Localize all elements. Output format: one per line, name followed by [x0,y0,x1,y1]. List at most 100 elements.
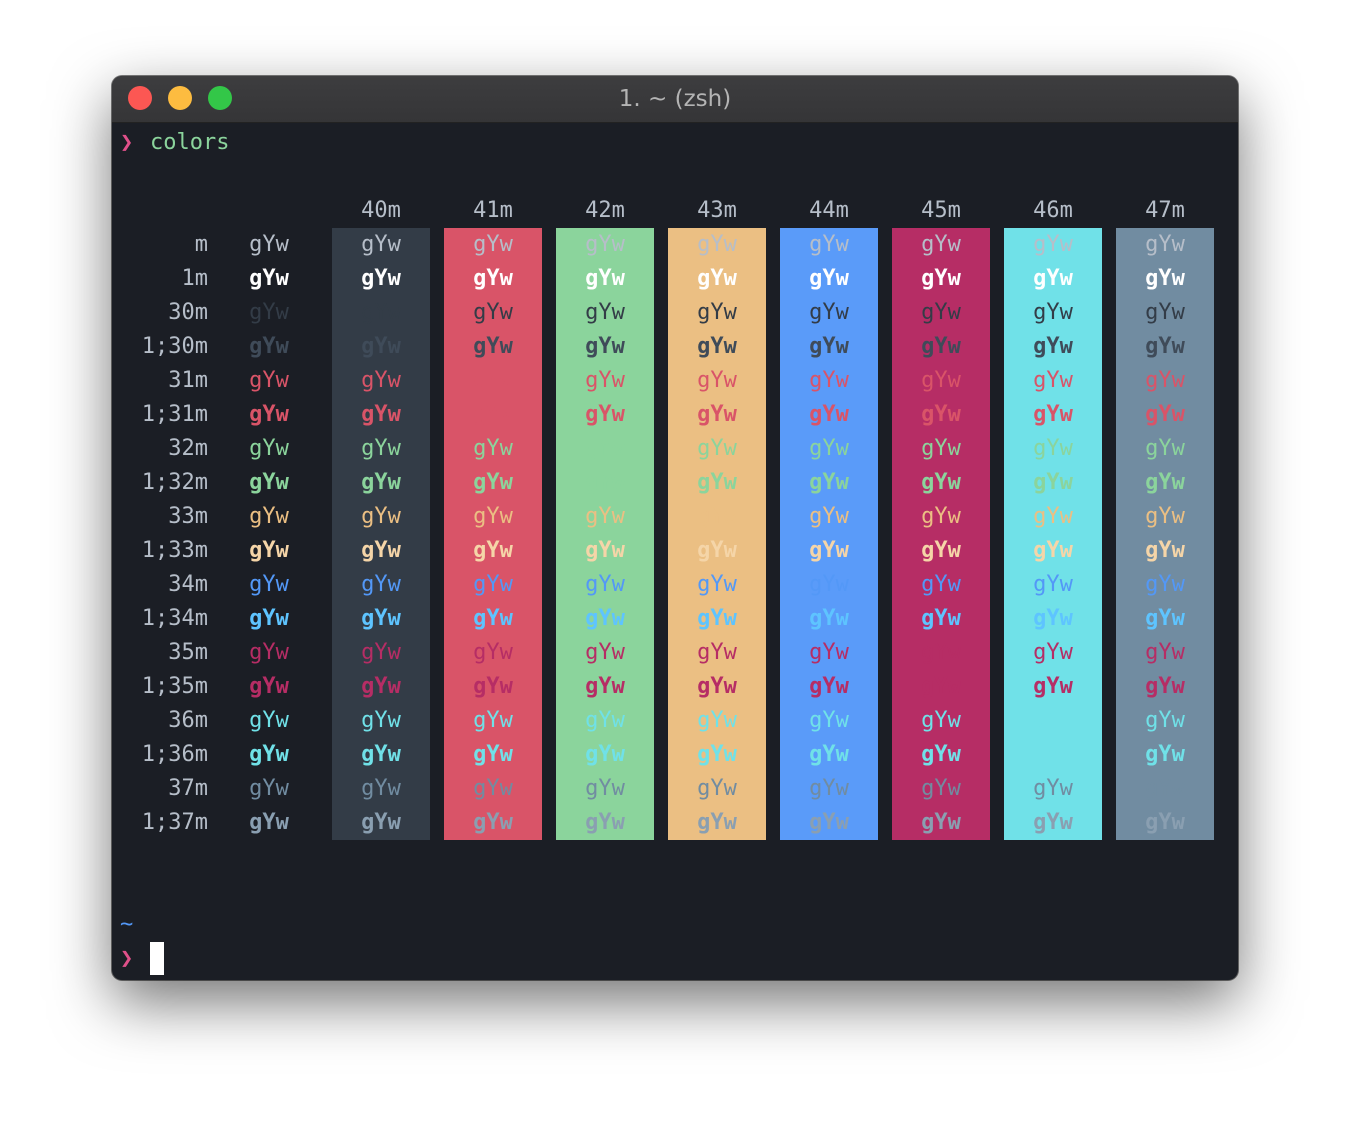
color-sample: gYw [1033,402,1073,427]
color-sample: gYw [473,300,513,325]
color-sample: gYw [809,470,849,495]
color-sample: gYw [1145,402,1185,427]
color-sample: gYw [921,810,961,835]
color-sample: gYw [1033,742,1073,767]
color-sample: gYw [1033,504,1073,529]
color-sample: gYw [921,538,961,563]
color-sample: gYw [1033,368,1073,393]
color-sample: gYw [585,402,625,427]
color-sample: gYw [585,470,625,495]
background-column [780,228,878,840]
color-sample: gYw [1145,742,1185,767]
close-button[interactable] [128,86,152,110]
color-sample: gYw [473,266,513,291]
background-column [1004,228,1102,840]
color-sample: gYw [921,232,961,257]
color-sample: gYw [921,742,961,767]
color-sample: gYw [921,776,961,801]
color-sample: gYw [809,674,849,699]
color-sample: gYw [1033,436,1073,461]
color-sample: gYw [249,640,289,665]
background-column [444,228,542,840]
color-sample: gYw [697,742,737,767]
color-sample: gYw [361,334,401,359]
color-sample: gYw [585,334,625,359]
color-sample: gYw [921,606,961,631]
color-sample: gYw [473,334,513,359]
row-label: 1m [181,266,209,291]
color-sample: gYw [361,776,401,801]
color-sample: gYw [697,232,737,257]
color-sample: gYw [697,300,737,325]
column-header: 45m [921,198,961,223]
color-sample: gYw [1145,470,1185,495]
column-header: 41m [473,198,513,223]
background-column [556,228,654,840]
color-sample: gYw [697,810,737,835]
color-sample: gYw [473,470,513,495]
color-sample: gYw [249,708,289,733]
row-label: 1;31m [141,402,208,427]
color-sample: gYw [585,640,625,665]
color-sample: gYw [1145,504,1185,529]
row-label: 1;32m [141,470,208,495]
color-sample: gYw [249,504,289,529]
color-sample: gYw [1033,266,1073,291]
color-sample: gYw [473,504,513,529]
prompt-symbol: ❯ [120,130,134,155]
color-sample: gYw [361,708,401,733]
color-sample: gYw [921,266,961,291]
window-title: 1. ~ (zsh) [618,86,732,112]
color-sample: gYw [1033,232,1073,257]
color-sample: gYw [1145,708,1185,733]
color-sample: gYw [809,742,849,767]
color-sample: gYw [361,640,401,665]
row-label: 1;37m [141,810,208,835]
column-header: 44m [809,198,849,223]
color-sample: gYw [473,640,513,665]
row-label: 33m [168,504,208,529]
prompt-symbol: ❯ [120,946,134,971]
color-sample: gYw [361,606,401,631]
color-sample: gYw [361,436,401,461]
row-label: 1;36m [141,742,208,767]
color-sample: gYw [473,368,513,393]
color-sample: gYw [697,402,737,427]
color-sample: gYw [1033,640,1073,665]
color-sample: gYw [921,368,961,393]
color-sample: gYw [809,300,849,325]
color-sample: gYw [473,674,513,699]
color-sample: gYw [361,232,401,257]
row-label: 1;34m [141,606,208,631]
color-sample: gYw [809,504,849,529]
color-sample: gYw [809,572,849,597]
color-sample: gYw [473,436,513,461]
color-sample: gYw [585,708,625,733]
color-sample: gYw [809,232,849,257]
color-sample: gYw [809,266,849,291]
color-sample: gYw [809,334,849,359]
color-sample: gYw [473,776,513,801]
color-sample: gYw [361,504,401,529]
color-sample: gYw [585,572,625,597]
color-sample: gYw [249,538,289,563]
color-sample: gYw [361,674,401,699]
color-sample: gYw [697,504,737,529]
color-sample: gYw [361,470,401,495]
color-sample: gYw [1145,640,1185,665]
background-column [892,228,990,840]
row-label: 1;30m [141,334,208,359]
column-header: 46m [1033,198,1073,223]
color-sample: gYw [249,606,289,631]
color-sample: gYw [697,470,737,495]
zoom-button[interactable] [208,86,232,110]
color-sample: gYw [921,402,961,427]
row-label: m [194,232,208,257]
color-sample: gYw [697,334,737,359]
minimize-button[interactable] [168,86,192,110]
terminal-window: 1. ~ (zsh) ❯ colors ~ ❯ 40m 41m 42m 43m 44m 4… [112,76,1238,980]
color-sample: gYw [1033,810,1073,835]
color-sample: gYw [697,572,737,597]
color-sample: gYw [1033,606,1073,631]
color-sample: gYw [473,606,513,631]
